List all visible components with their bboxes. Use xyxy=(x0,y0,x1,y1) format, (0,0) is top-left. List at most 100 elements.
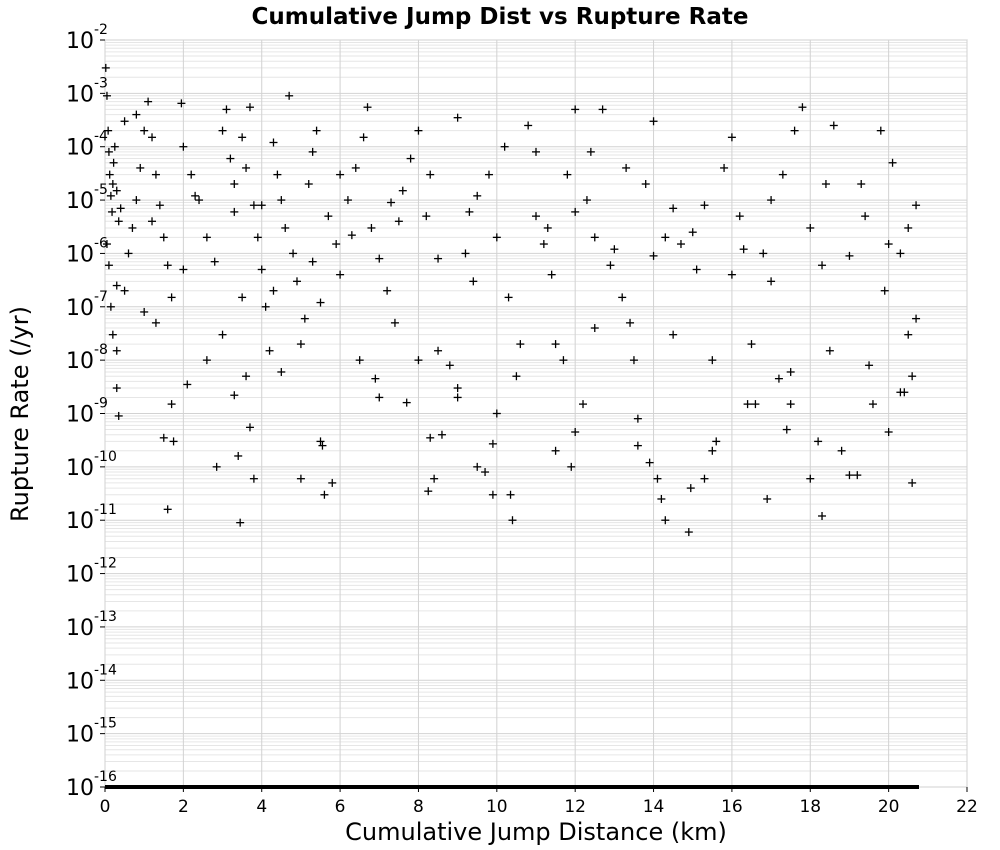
x-tick-label: 8 xyxy=(413,797,424,817)
data-point xyxy=(465,207,474,216)
data-point xyxy=(727,270,736,279)
data-point xyxy=(394,217,403,226)
data-point xyxy=(249,474,258,483)
data-point xyxy=(512,372,521,381)
data-point xyxy=(880,286,889,295)
data-point xyxy=(618,293,627,302)
data-point xyxy=(767,196,776,205)
x-tick-label: 16 xyxy=(721,797,743,817)
data-point xyxy=(686,484,695,493)
data-point xyxy=(904,330,913,339)
data-points xyxy=(101,63,921,537)
data-point xyxy=(387,198,396,207)
data-point xyxy=(786,400,795,409)
data-point xyxy=(669,330,678,339)
data-point xyxy=(159,233,168,242)
data-point xyxy=(114,217,123,226)
data-point xyxy=(868,400,877,409)
data-point xyxy=(177,99,186,108)
y-tick-label: 10-12 xyxy=(66,556,117,588)
data-point xyxy=(735,212,744,221)
data-point xyxy=(508,516,517,525)
data-point xyxy=(347,231,356,240)
x-tick-label: 4 xyxy=(256,797,267,817)
data-point xyxy=(747,340,756,349)
y-tick-label: 10-7 xyxy=(66,289,108,321)
data-point xyxy=(422,212,431,221)
data-point xyxy=(245,103,254,112)
y-tick-label: 10-11 xyxy=(66,502,117,534)
data-point xyxy=(148,133,157,142)
data-point xyxy=(532,147,540,156)
data-point xyxy=(563,170,572,179)
y-tick-label: 10-13 xyxy=(66,609,117,641)
data-point xyxy=(151,170,160,179)
data-point xyxy=(806,474,815,483)
x-tick-label: 6 xyxy=(335,797,346,817)
data-point xyxy=(245,423,254,432)
data-point xyxy=(304,180,313,189)
data-point xyxy=(179,265,188,274)
data-point xyxy=(657,494,666,503)
data-point xyxy=(590,233,599,242)
data-point xyxy=(336,170,345,179)
data-point xyxy=(524,121,533,130)
data-point xyxy=(912,201,921,210)
data-point xyxy=(212,462,221,471)
data-point xyxy=(774,374,783,383)
data-point xyxy=(532,212,540,221)
y-tick-label: 10-15 xyxy=(66,716,117,748)
data-point xyxy=(829,121,838,130)
data-point xyxy=(343,196,352,205)
data-point xyxy=(896,249,905,258)
x-tick-label: 2 xyxy=(178,797,189,817)
data-point xyxy=(116,204,125,213)
data-point xyxy=(543,223,552,232)
data-point xyxy=(818,261,827,270)
data-point xyxy=(571,105,580,114)
data-point xyxy=(316,437,325,446)
data-point xyxy=(104,147,113,156)
data-point xyxy=(912,314,921,323)
chart-title: Cumulative Jump Dist vs Rupture Rate xyxy=(252,4,749,30)
data-point xyxy=(798,103,807,112)
data-point xyxy=(163,261,172,270)
data-point xyxy=(567,462,576,471)
y-tick-label: 10-3 xyxy=(66,75,108,107)
data-point xyxy=(453,384,462,393)
data-point xyxy=(900,388,909,397)
data-point xyxy=(238,293,247,302)
data-point xyxy=(763,494,772,503)
data-point xyxy=(551,446,560,455)
data-point xyxy=(461,249,470,258)
data-point xyxy=(712,437,721,446)
data-point xyxy=(114,411,123,420)
data-point xyxy=(825,346,834,355)
data-point xyxy=(104,261,113,270)
data-point xyxy=(383,286,392,295)
data-point xyxy=(375,393,384,402)
x-tick-labels: 0 2 4 6 8 10 12 14 16 18 20 22 xyxy=(100,787,978,817)
data-point xyxy=(109,158,118,167)
data-point xyxy=(633,414,642,423)
data-point xyxy=(120,286,129,295)
data-point xyxy=(586,147,595,156)
data-point xyxy=(424,487,433,496)
data-point xyxy=(265,346,274,355)
data-point xyxy=(488,439,497,448)
data-point xyxy=(484,170,493,179)
data-point xyxy=(414,356,423,365)
data-point xyxy=(700,474,709,483)
data-point xyxy=(351,163,360,172)
data-point xyxy=(649,117,658,126)
data-point xyxy=(132,110,141,119)
data-point xyxy=(708,356,717,365)
data-point xyxy=(242,372,251,381)
data-point xyxy=(547,270,556,279)
data-point xyxy=(837,446,846,455)
data-point xyxy=(332,240,341,249)
data-point xyxy=(888,158,897,167)
data-point xyxy=(159,433,168,442)
data-point xyxy=(626,318,635,327)
data-point xyxy=(579,400,588,409)
